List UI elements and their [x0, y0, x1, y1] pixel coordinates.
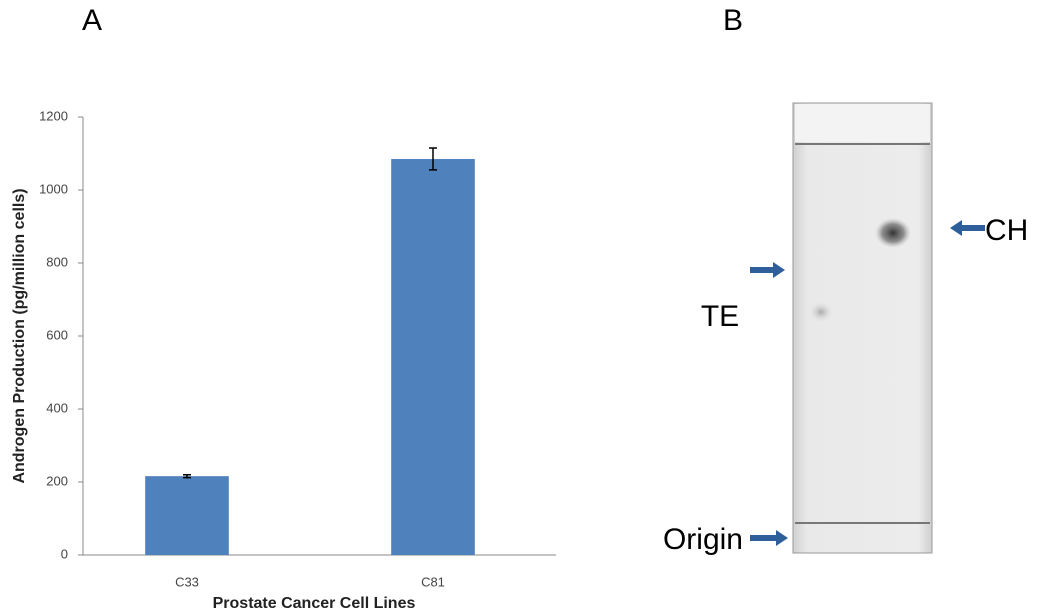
y-tick-label: 0 [61, 546, 68, 561]
arrows [750, 220, 985, 546]
annotation: Origin [663, 523, 743, 556]
y-tick-label: 1200 [39, 108, 68, 123]
y-tick-label: 800 [46, 254, 68, 269]
error-bar [429, 147, 437, 171]
panel-label: A [82, 4, 102, 37]
bar [145, 476, 229, 555]
y-tick-label: 1000 [39, 181, 68, 196]
error-bar [183, 473, 191, 479]
y-tick-label: 400 [46, 400, 68, 415]
bar [391, 158, 475, 555]
x-axis-title: Prostate Cancer Cell Lines [213, 595, 416, 611]
panel-label: B [723, 4, 743, 37]
annotation: TE [701, 300, 739, 333]
y-tick-label: 200 [46, 473, 68, 488]
y-axis-title: Androgen Production (pg/million cells) [11, 188, 28, 483]
y-tick-label: 600 [46, 327, 68, 342]
tlc-plate [792, 102, 933, 554]
x-tick-label: C33 [175, 574, 199, 589]
x-tick-label: C81 [421, 574, 445, 589]
annotation: CH [985, 214, 1028, 247]
